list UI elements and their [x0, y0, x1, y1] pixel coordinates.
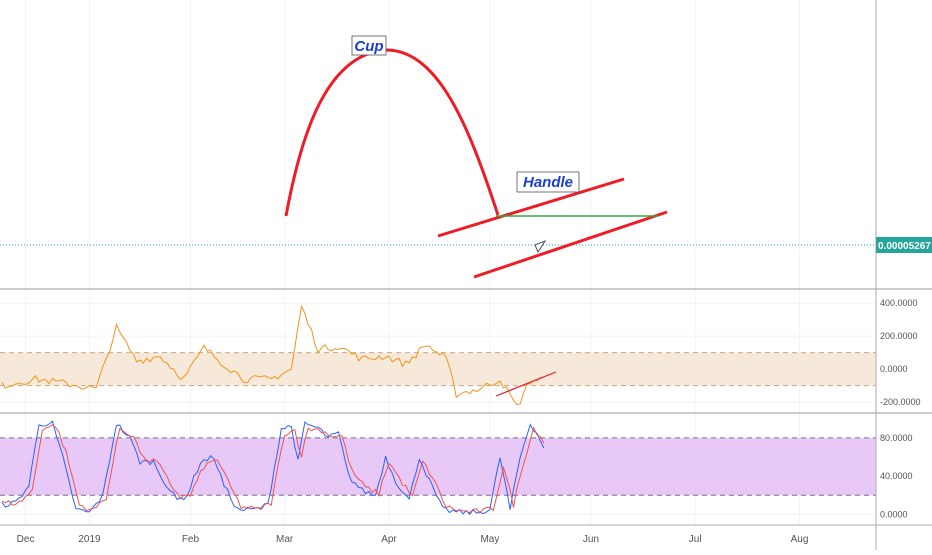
handle-label-box: [516, 171, 580, 193]
time-tick-label: Feb: [182, 534, 200, 545]
oscillator-line: [1, 304, 544, 406]
time-tick-label: 2019: [78, 534, 101, 545]
handle-lower-trendline[interactable]: [473, 210, 668, 279]
handle-upper-trendline[interactable]: [437, 177, 625, 238]
cup-label-box: [351, 35, 387, 56]
oscillator-tick-label: -200.0000: [880, 397, 921, 407]
time-tick-label: Aug: [791, 534, 809, 545]
last-price-badge: 0.00005267: [876, 237, 932, 253]
oscillator-band: [0, 352, 876, 387]
drawings-layer: Cup Handle: [0, 35, 876, 397]
price-pane[interactable]: [0, 0, 876, 288]
stochastic-axis[interactable]: 80.0000 40.0000 0.0000: [880, 433, 913, 520]
oscillator-pane[interactable]: [0, 290, 876, 412]
oscillator-divergence-line[interactable]: [495, 371, 557, 397]
time-tick-label: Mar: [276, 534, 294, 545]
cursor-arrow-icon: [534, 239, 547, 254]
stochastic-d-line: [1, 424, 545, 515]
last-price-badge-bg: [876, 237, 932, 253]
cup-label: Cup: [354, 38, 383, 55]
oscillator-band-fill: [0, 352, 876, 386]
time-axis[interactable]: Dec 2019 Feb Mar Apr May Jun Jul Aug: [17, 534, 809, 545]
stochastic-band: [0, 437, 876, 496]
handle-label: Handle: [523, 174, 573, 191]
stochastic-tick-label: 40.0000: [880, 471, 913, 481]
oscillator-axis[interactable]: 400.0000 200.0000 0.0000 -200.0000: [880, 298, 921, 407]
oscillator-tick-label: 0.0000: [880, 364, 908, 374]
time-tick-label: Apr: [381, 534, 397, 545]
cup-curve[interactable]: [284, 48, 500, 217]
time-tick-label: Jul: [689, 534, 702, 545]
time-tick-label: Dec: [17, 534, 35, 545]
stochastic-band-fill: [0, 437, 876, 496]
stochastic-tick-label: 0.0000: [880, 509, 908, 519]
stochastic-k-line: [1, 420, 545, 516]
oscillator-tick-label: 200.0000: [880, 331, 918, 341]
stochastic-tick-label: 80.0000: [880, 433, 913, 443]
time-tick-label: May: [480, 534, 499, 545]
last-price-value: 0.00005267: [878, 241, 931, 252]
oscillator-tick-label: 400.0000: [880, 298, 918, 308]
stochastic-layer: [1, 420, 545, 516]
time-tick-label: Jun: [583, 534, 599, 545]
oscillator-layer: [1, 304, 544, 406]
